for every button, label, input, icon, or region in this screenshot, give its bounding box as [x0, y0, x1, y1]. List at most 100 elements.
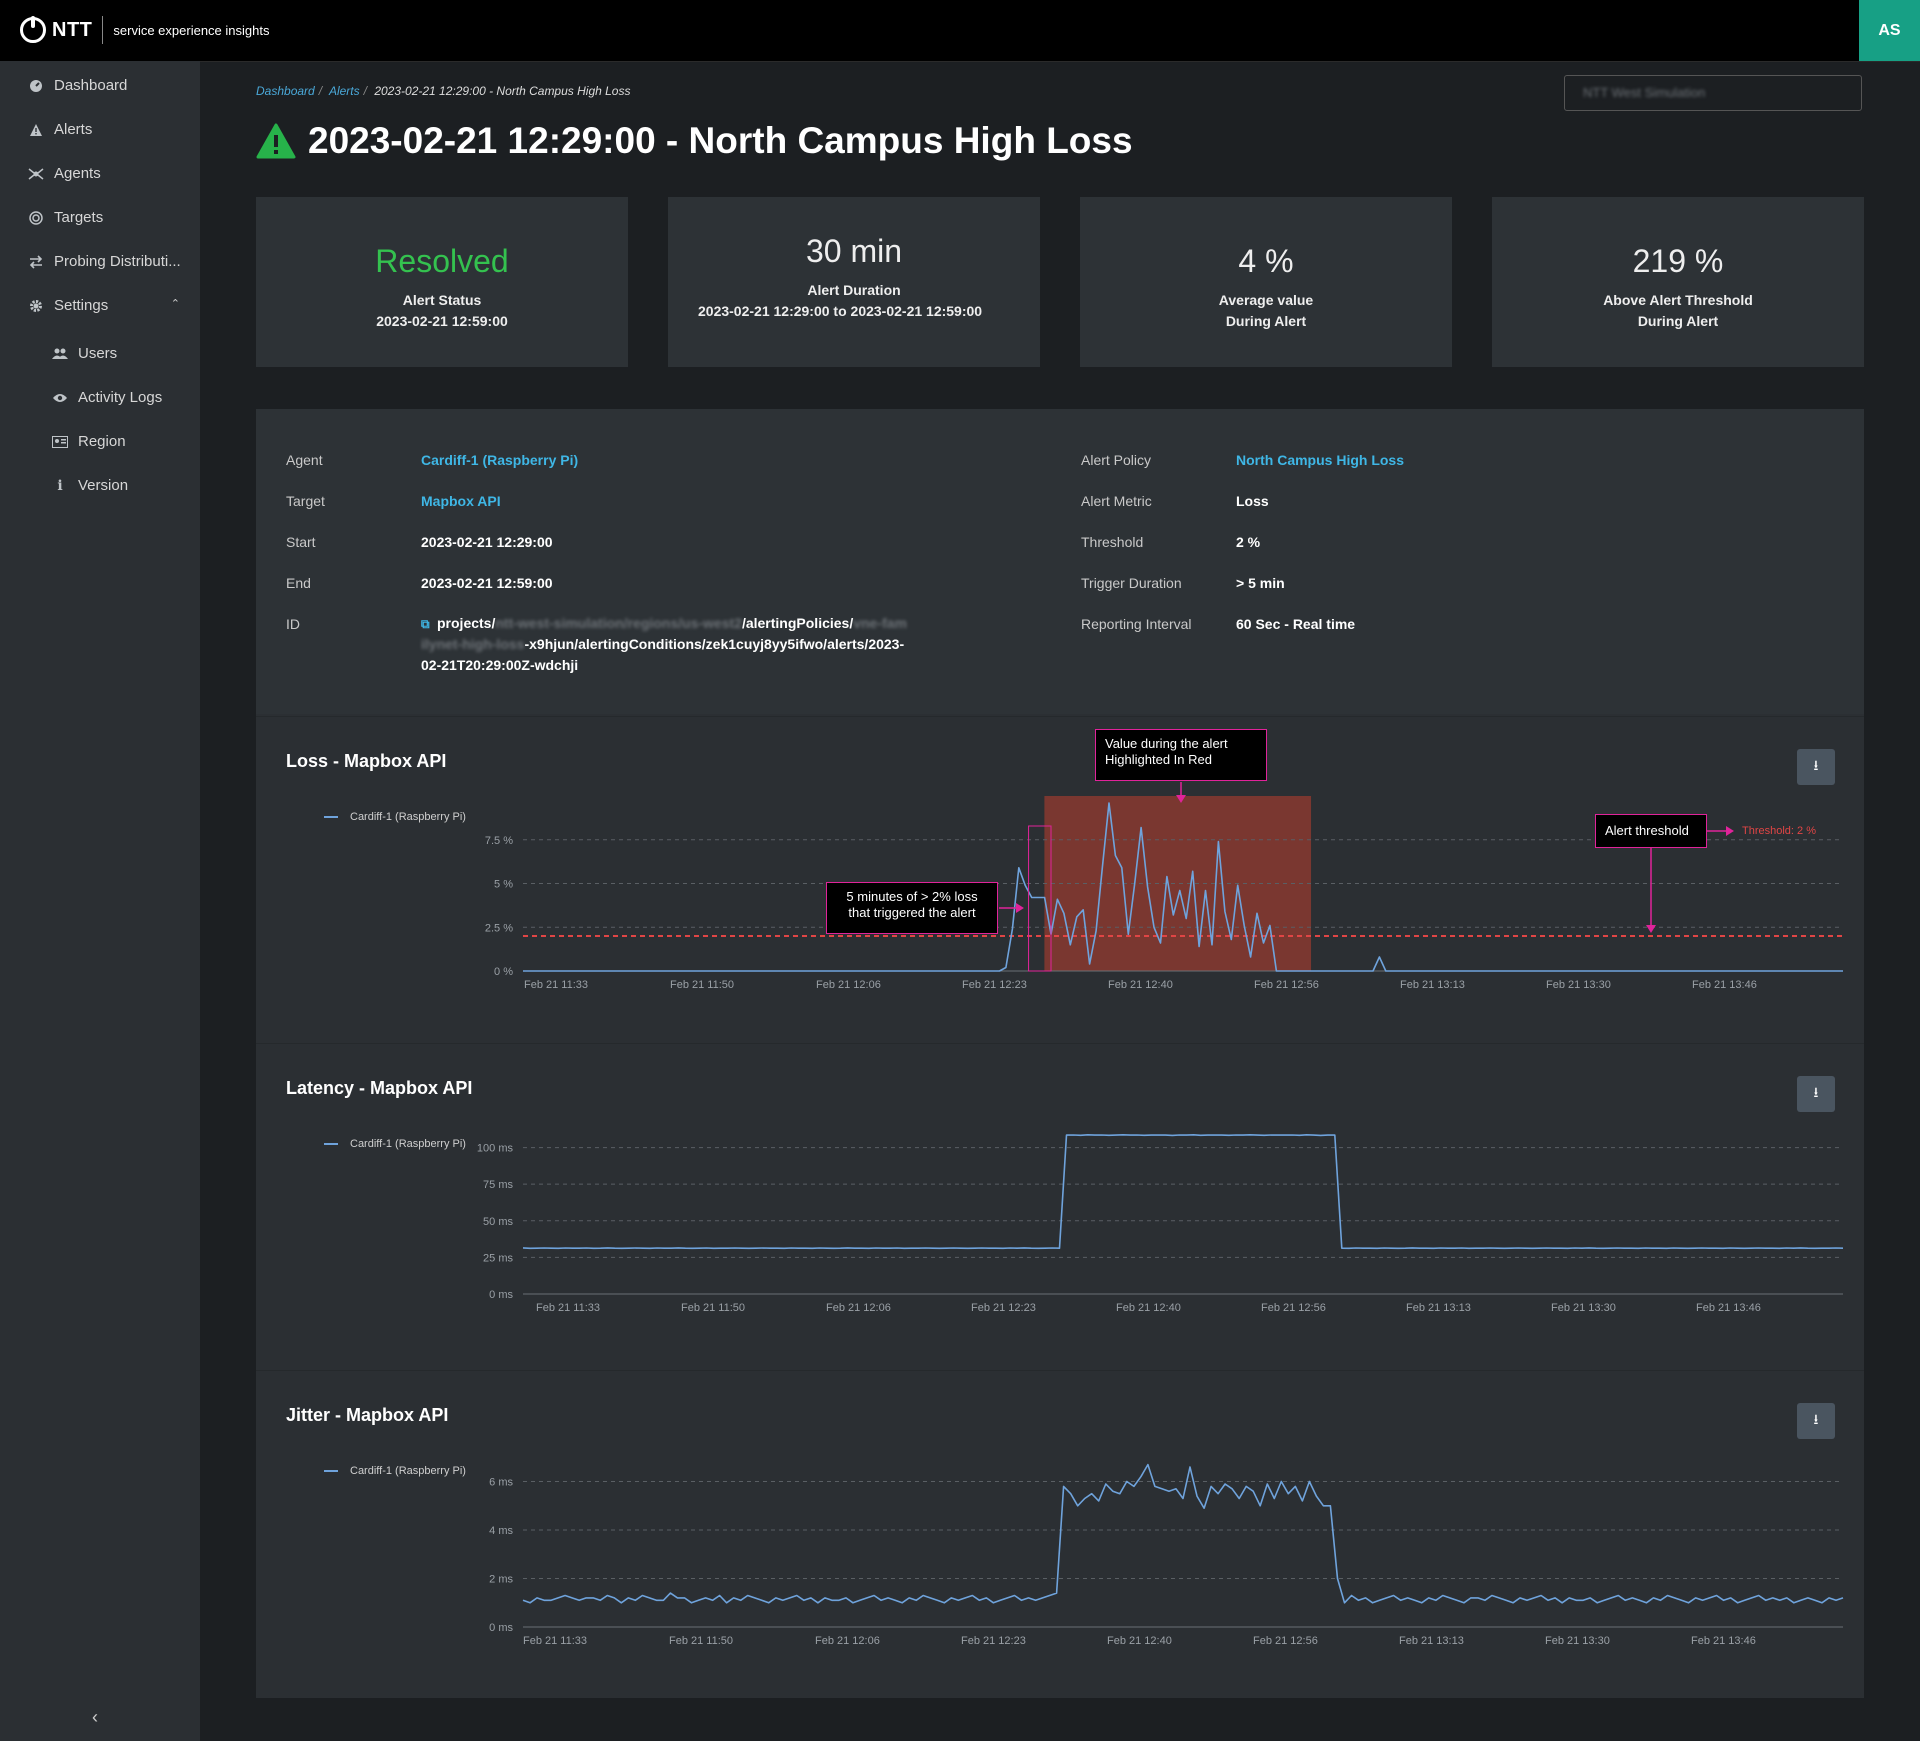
policy-link[interactable]: North Campus High Loss	[1236, 452, 1405, 468]
x-tick-label: Feb 21 11:33	[524, 979, 588, 991]
main-content: Dashboard / Alerts/ 2023-02-21 12:29:00 -…	[200, 61, 1920, 1741]
target-icon	[28, 210, 44, 226]
breadcrumb-current: 2023-02-21 12:29:00 - North Campus High …	[374, 84, 631, 98]
status-value: Resolved	[375, 243, 509, 279]
jitter-chart-section: Jitter - Mapbox API ⭳ Cardiff-1 (Raspber…	[256, 1370, 1864, 1697]
sidebar-item-dashboard[interactable]: Dashboard	[28, 77, 127, 94]
chevron-up-icon[interactable]: ⌃	[170, 298, 180, 310]
copy-icon[interactable]: ⧉	[421, 617, 430, 631]
average-sub: During Alert	[1225, 313, 1307, 329]
interval-value: 60 Sec - Real time	[1236, 616, 1356, 632]
target-label: Target	[286, 493, 325, 509]
y-tick-label: 2 ms	[489, 1574, 513, 1586]
user-avatar[interactable]: AS	[1859, 0, 1920, 61]
annotation-arrowhead	[1646, 925, 1656, 933]
end-label: End	[286, 575, 311, 591]
x-tick-label: Feb 21 11:33	[536, 1302, 600, 1314]
loss-legend[interactable]: Cardiff-1 (Raspberry Pi)	[324, 811, 466, 823]
sidebar-item-region[interactable]: Region	[52, 433, 126, 450]
sidebar: Dashboard Alerts Agents Targets Probing …	[0, 61, 200, 1741]
x-tick-label: Feb 21 12:56	[1254, 979, 1319, 991]
threshold-label: Threshold	[1081, 534, 1144, 550]
sidebar-item-version[interactable]: i Version	[52, 477, 128, 494]
threshold-value: 2 %	[1236, 534, 1261, 550]
series-line	[523, 802, 1843, 972]
ntt-logo-icon	[20, 16, 46, 43]
download-icon: ⭳	[1813, 1411, 1819, 1427]
loss-chart: 0 % 2.5 % 5 % 7.5 % Feb 21 11:33 Feb 21 11:50…	[485, 782, 1843, 991]
sidebar-item-targets[interactable]: Targets	[28, 209, 103, 226]
eye-icon	[52, 390, 68, 406]
series-line	[522, 1134, 1844, 1250]
id-card-icon	[52, 434, 68, 450]
alert-highlight-region	[1044, 796, 1312, 971]
sidebar-item-alerts[interactable]: Alerts	[28, 121, 92, 138]
sidebar-item-label: Targets	[54, 209, 104, 226]
loss-chart-section: Loss - Mapbox API ⭳ Cardiff-1 (Raspberry…	[256, 716, 1864, 1043]
status-card: Resolved Alert Status 2023-02-21 12:59:0…	[256, 197, 628, 367]
sidebar-item-activity-logs[interactable]: Activity Logs	[52, 389, 162, 406]
annotation-arrowhead	[1016, 903, 1024, 913]
agents-icon	[28, 166, 44, 182]
y-tick-label: 0 %	[494, 966, 513, 978]
y-tick-label: 5 %	[494, 879, 513, 891]
users-icon	[52, 346, 68, 362]
breadcrumb-dashboard[interactable]: Dashboard	[256, 84, 315, 98]
alert-title: 2023-02-21 12:29:00 - North Campus High …	[308, 120, 1133, 161]
average-value: 4 %	[1238, 243, 1294, 279]
alert-id-value: ⧉ projects/ntt-west-simulation/regions/us…	[421, 615, 907, 673]
sidebar-item-label: Dashboard	[54, 77, 128, 94]
x-tick-label: Feb 21 13:30	[1546, 979, 1611, 991]
y-tick-label: 100 ms	[477, 1143, 514, 1155]
trigger-value: > 5 min	[1236, 575, 1285, 591]
ntt-logo[interactable]: NTT service experience insights	[20, 16, 269, 44]
target-link[interactable]: Mapbox API	[421, 493, 501, 509]
end-value: 2023-02-21 12:59:00	[421, 575, 553, 591]
sidebar-item-probing-distribution[interactable]: Probing Distributi...	[28, 253, 181, 270]
sidebar-item-agents[interactable]: Agents	[28, 165, 101, 182]
y-tick-label: 4 ms	[489, 1525, 513, 1537]
agent-label: Agent	[286, 452, 323, 468]
y-tick-label: 2.5 %	[485, 922, 513, 934]
x-tick-label: Feb 21 13:46	[1696, 1302, 1761, 1314]
x-tick-label: Feb 21 11:50	[681, 1302, 745, 1314]
y-tick-label: 0 ms	[489, 1622, 513, 1634]
x-tick-label: Feb 21 12:06	[816, 979, 881, 991]
sidebar-item-users[interactable]: Users	[52, 345, 117, 362]
x-tick-label: Feb 21 13:30	[1551, 1302, 1616, 1314]
annotation-arrowhead	[1726, 826, 1734, 836]
x-tick-label: Feb 21 13:46	[1692, 979, 1757, 991]
download-loss-button[interactable]: ⭳	[1797, 749, 1835, 785]
jitter-legend[interactable]: Cardiff-1 (Raspberry Pi)	[324, 1465, 466, 1477]
latency-chart: 0 ms 25 ms 50 ms 75 ms 100 ms Feb 21 11:33 Feb…	[477, 1134, 1844, 1314]
sidebar-item-label: Version	[78, 477, 129, 494]
duration-value: 30 min	[805, 233, 903, 269]
alert-details-panel: Agent Cardiff-1 (Raspberry Pi) Target Ma…	[256, 409, 1864, 1698]
jitter-chart-title: Jitter - Mapbox API	[286, 1405, 449, 1425]
download-icon: ⭳	[1813, 1084, 1819, 1100]
logo-divider	[102, 16, 104, 44]
start-label: Start	[286, 534, 316, 550]
metric-value: Loss	[1236, 493, 1269, 509]
alert-icon	[28, 122, 44, 138]
download-jitter-button[interactable]: ⭳	[1797, 1403, 1835, 1439]
annotation-trigger-minutes: 5 minutes of > 2% loss that triggered th…	[826, 882, 998, 934]
y-tick-label: 50 ms	[483, 1216, 513, 1228]
latency-legend[interactable]: Cardiff-1 (Raspberry Pi)	[324, 1138, 466, 1150]
sidebar-item-settings[interactable]: Settings ⌃	[28, 297, 180, 314]
collapse-sidebar-icon[interactable]: ‹	[92, 1707, 98, 1727]
page-title: 2023-02-21 12:29:00 - North Campus High …	[256, 120, 1133, 162]
project-select[interactable]: NTT West Simulation	[1564, 75, 1862, 111]
sidebar-item-label: Agents	[54, 165, 101, 182]
download-latency-button[interactable]: ⭳	[1797, 1076, 1835, 1112]
x-tick-label: Feb 21 13:46	[1691, 1635, 1756, 1647]
status-sub: 2023-02-21 12:59:00	[376, 313, 508, 329]
sidebar-item-label: Users	[78, 345, 118, 362]
x-tick-label: Feb 21 12:06	[826, 1302, 891, 1314]
agent-link[interactable]: Cardiff-1 (Raspberry Pi)	[421, 452, 579, 468]
duration-label: Alert Duration	[807, 282, 901, 298]
threshold-marker-label: Threshold: 2 %	[1742, 825, 1816, 837]
x-tick-label: Feb 21 12:56	[1253, 1635, 1318, 1647]
brand-name: NTT	[52, 18, 93, 41]
breadcrumb-alerts[interactable]: Alerts	[328, 84, 360, 98]
